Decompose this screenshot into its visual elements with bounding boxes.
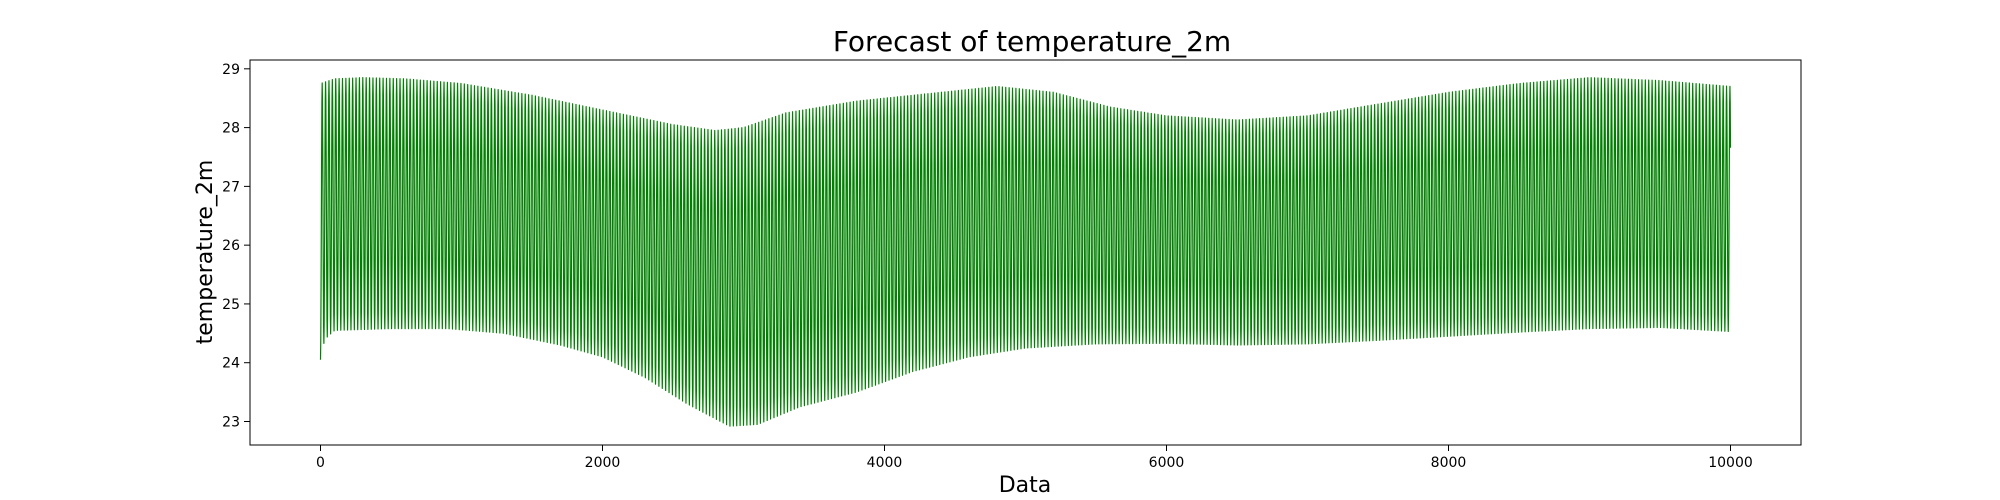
y-axis-label: temperature_2m: [193, 160, 218, 345]
x-axis-label: Data: [999, 473, 1052, 498]
y-tick-label: 24: [222, 356, 240, 372]
x-tick-label: 2000: [585, 455, 621, 471]
chart-title: Forecast of temperature_2m: [833, 25, 1231, 58]
y-tick-label: 23: [222, 414, 240, 430]
x-tick-label: 4000: [867, 455, 903, 471]
y-axis: 23 24 25 26 27 28 29: [222, 62, 250, 430]
y-tick-label: 25: [222, 297, 240, 313]
x-tick-label: 8000: [1431, 455, 1467, 471]
series-line: [319, 77, 1732, 427]
y-tick-label: 27: [222, 179, 240, 195]
x-tick-label: 6000: [1149, 455, 1185, 471]
plot-area: [319, 77, 1732, 427]
y-tick-label: 29: [222, 62, 240, 78]
x-tick-label: 0: [316, 455, 325, 471]
x-tick-label: 10000: [1708, 455, 1753, 471]
y-tick-label: 26: [222, 238, 240, 254]
plot-frame: [249, 59, 1802, 446]
y-tick-label: 28: [222, 121, 240, 137]
x-axis: 0 2000 4000 6000 8000 10000: [316, 445, 1753, 471]
